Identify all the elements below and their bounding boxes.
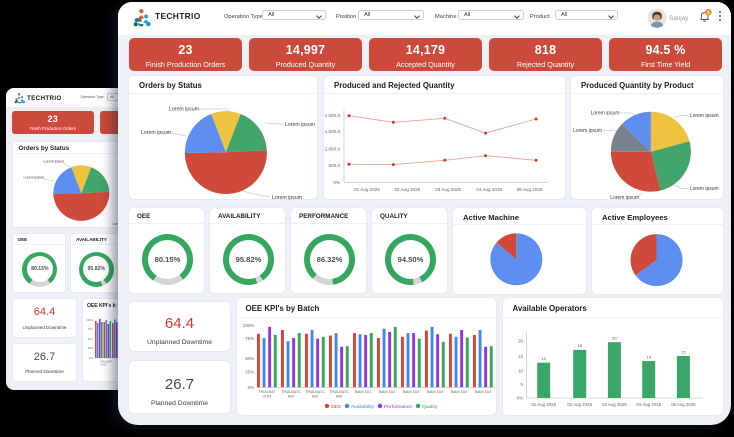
svg-text:75%: 75% <box>88 327 94 331</box>
svg-text:25%: 25% <box>245 370 254 375</box>
svg-text:Lorem ipsum: Lorem ipsum <box>23 176 44 180</box>
svg-text:Lorem ipsum: Lorem ipsum <box>610 195 639 201</box>
svg-text:13: 13 <box>541 356 546 361</box>
svg-text:TRIALBAT: TRIALBAT <box>258 390 276 394</box>
svg-text:500.0: 500.0 <box>329 163 341 168</box>
svg-text:Lorem ipsum: Lorem ipsum <box>285 122 315 128</box>
svg-text:04 Aug 2025: 04 Aug 2025 <box>476 187 502 192</box>
svg-text:0%: 0% <box>89 356 93 360</box>
svg-text:TRIALBAT: TRIALBAT <box>100 360 113 364</box>
svg-text:Lorem ipsum: Lorem ipsum <box>690 113 719 119</box>
svg-text:0%: 0% <box>333 180 340 185</box>
svg-text:100%: 100% <box>86 318 93 322</box>
svg-text:Lorem ipsum: Lorem ipsum <box>169 107 199 113</box>
svg-text:H06: H06 <box>335 395 342 399</box>
svg-text:Lorem ipsum: Lorem ipsum <box>573 128 602 134</box>
svg-text:5: 5 <box>520 382 523 387</box>
svg-text:15: 15 <box>681 349 686 354</box>
svg-text:1,000.0: 1,000.0 <box>325 147 341 152</box>
svg-text:CH01: CH01 <box>100 363 107 367</box>
svg-text:TRIALBATC: TRIALBATC <box>329 390 349 394</box>
svg-text:50%: 50% <box>245 356 254 361</box>
svg-text:14: 14 <box>646 354 651 359</box>
svg-text:Performance: Performance <box>384 404 412 410</box>
svg-text:Batch 003: Batch 003 <box>426 390 442 394</box>
svg-text:01 Aug 2025: 01 Aug 2025 <box>531 402 556 407</box>
svg-text:OEE: OEE <box>331 404 342 410</box>
svg-text:75%: 75% <box>245 336 254 341</box>
svg-text:10: 10 <box>518 369 523 374</box>
svg-text:Lorem ipsum: Lorem ipsum <box>591 111 620 117</box>
svg-text:0%: 0% <box>247 385 253 390</box>
svg-text:1: 1 <box>707 10 710 15</box>
svg-text:04 Aug 2025: 04 Aug 2025 <box>636 402 661 407</box>
svg-text:100%: 100% <box>242 323 253 328</box>
svg-text:Batch 003: Batch 003 <box>402 390 418 394</box>
svg-text:20: 20 <box>518 339 523 344</box>
svg-text:Lorem ipsum: Lorem ipsum <box>43 160 64 164</box>
svg-text:Batch 002: Batch 002 <box>378 390 394 394</box>
svg-text:18: 18 <box>577 343 582 348</box>
svg-text:TRIALBATC: TRIALBATC <box>305 390 325 394</box>
svg-text:20: 20 <box>612 336 617 341</box>
svg-text:02 Aug 2025: 02 Aug 2025 <box>394 187 420 192</box>
svg-text:Lorem: Lorem <box>112 222 119 226</box>
svg-text:03 Aug 2025: 03 Aug 2025 <box>602 402 627 407</box>
svg-text:Lorem ipsum: Lorem ipsum <box>141 130 171 136</box>
svg-text:H02: H02 <box>287 395 294 399</box>
svg-text:H03: H03 <box>311 395 318 399</box>
svg-text:25%: 25% <box>88 346 94 350</box>
svg-text:50%: 50% <box>88 337 94 341</box>
svg-text:CH01: CH01 <box>262 395 271 399</box>
svg-text:1,500.0: 1,500.0 <box>325 129 341 134</box>
svg-text:Batch 000: Batch 000 <box>450 390 466 394</box>
svg-text:Quality: Quality <box>422 404 438 410</box>
svg-text:01 Aug 2025: 01 Aug 2025 <box>354 187 380 192</box>
svg-text:Availability: Availability <box>351 404 375 410</box>
svg-text:05 Aug 2025: 05 Aug 2025 <box>517 187 543 192</box>
svg-text:05 Aug 2025: 05 Aug 2025 <box>671 402 696 407</box>
svg-text:Batch 003: Batch 003 <box>474 390 490 394</box>
svg-text:2,000.0: 2,000.0 <box>325 113 341 118</box>
svg-text:15: 15 <box>518 354 523 359</box>
svg-text:Batch 001: Batch 001 <box>354 390 370 394</box>
svg-text:TRIALBATC: TRIALBATC <box>281 390 301 394</box>
svg-text:0%: 0% <box>516 396 522 401</box>
svg-text:Lorem ipsum: Lorem ipsum <box>690 186 719 192</box>
svg-text:Lorem ipsum: Lorem ipsum <box>272 195 302 201</box>
svg-text:02 Aug 2025: 02 Aug 2025 <box>567 402 592 407</box>
svg-text:03 Aug 2025: 03 Aug 2025 <box>435 187 461 192</box>
